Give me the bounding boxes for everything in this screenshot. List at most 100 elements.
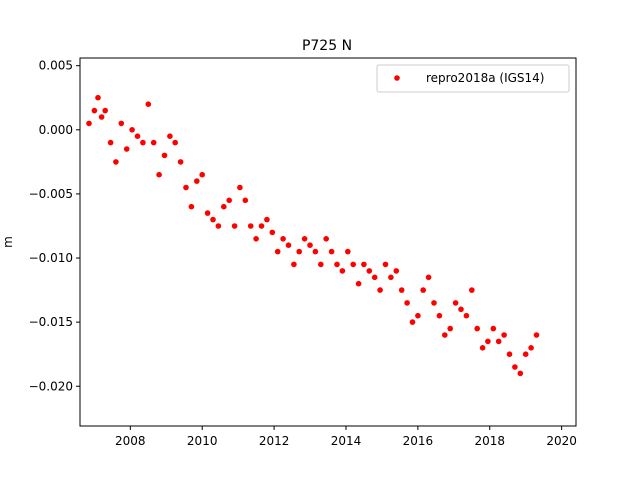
data-point xyxy=(274,248,281,255)
data-point xyxy=(280,236,286,242)
data-point xyxy=(442,332,448,338)
data-point xyxy=(145,101,152,107)
plot-frame xyxy=(79,57,577,427)
data-point xyxy=(469,287,475,293)
data-point xyxy=(361,261,367,268)
data-point xyxy=(415,312,421,319)
data-point xyxy=(334,261,340,268)
legend: repro2018a (IGS14) xyxy=(376,64,570,93)
data-point xyxy=(150,139,157,146)
data-point xyxy=(339,268,346,274)
data-point xyxy=(501,332,507,338)
data-point xyxy=(95,94,101,101)
data-point xyxy=(393,268,400,274)
data-point xyxy=(420,287,427,293)
data-point xyxy=(318,261,324,268)
chart-title: P725 N xyxy=(302,38,352,54)
data-point xyxy=(512,364,518,370)
data-point xyxy=(107,139,114,146)
data-point xyxy=(323,236,330,242)
data-point xyxy=(345,248,351,255)
data-point xyxy=(533,332,540,338)
data-point xyxy=(458,306,464,313)
data-point xyxy=(194,178,200,184)
x-tick-label: 2008 xyxy=(115,434,146,448)
y-tick-label: 0.005 xyxy=(39,59,73,73)
legend-box xyxy=(376,64,570,93)
data-point xyxy=(350,261,357,268)
data-point xyxy=(366,268,373,274)
data-point xyxy=(264,216,270,223)
legend-marker xyxy=(394,75,400,81)
data-point xyxy=(431,300,437,306)
data-point xyxy=(167,133,173,139)
data-point xyxy=(258,223,265,229)
data-point xyxy=(188,203,195,210)
x-tick-label: 2010 xyxy=(187,434,218,448)
data-point xyxy=(474,325,481,332)
data-point xyxy=(382,261,389,268)
data-point xyxy=(328,248,335,255)
data-point xyxy=(269,229,276,236)
data-point xyxy=(485,338,491,345)
data-point xyxy=(404,300,410,306)
data-point xyxy=(183,184,189,191)
data-point xyxy=(495,338,502,345)
data-point xyxy=(91,107,98,114)
data-points xyxy=(86,94,540,377)
data-point xyxy=(226,197,232,204)
data-point xyxy=(237,184,243,191)
data-point xyxy=(98,114,105,120)
data-point xyxy=(517,370,524,377)
data-point xyxy=(242,197,249,204)
x-tick-label: 2020 xyxy=(546,434,577,448)
data-point xyxy=(398,287,405,293)
x-tick-label: 2018 xyxy=(474,434,505,448)
y-tick-label: −0.005 xyxy=(29,187,73,201)
data-point xyxy=(215,223,222,229)
data-point xyxy=(231,223,238,229)
x-tick-label: 2014 xyxy=(331,434,362,448)
data-point xyxy=(490,325,497,332)
data-point xyxy=(506,351,513,358)
data-point xyxy=(371,274,378,281)
data-point xyxy=(291,261,297,268)
data-point xyxy=(296,248,303,255)
x-tick-label: 2012 xyxy=(259,434,290,448)
y-tick-label: −0.015 xyxy=(29,315,73,329)
data-point xyxy=(199,171,205,178)
data-point xyxy=(86,120,92,127)
y-tick-label: −0.010 xyxy=(29,251,73,265)
data-point xyxy=(161,152,168,159)
data-point xyxy=(388,274,394,281)
data-point xyxy=(409,319,416,325)
data-point xyxy=(355,280,362,287)
data-point xyxy=(447,325,454,332)
data-point xyxy=(177,159,184,165)
data-point xyxy=(452,300,459,306)
data-point xyxy=(463,312,470,319)
data-point xyxy=(134,133,141,139)
data-point xyxy=(204,210,211,216)
data-point xyxy=(247,223,254,229)
x-axis: 2008 2010 2012 2014 2016 2018 2020 xyxy=(115,426,577,448)
data-point xyxy=(172,139,178,146)
data-point xyxy=(301,236,308,242)
data-point xyxy=(436,312,443,319)
data-point xyxy=(377,287,383,293)
data-point xyxy=(312,248,319,255)
data-point xyxy=(102,107,108,114)
y-axis: 0.005 0.000 −0.005 −0.010 −0.015 −0.020 xyxy=(29,59,80,393)
y-axis-label: m xyxy=(1,236,15,248)
y-tick-label: −0.020 xyxy=(29,379,73,393)
data-point xyxy=(425,274,432,281)
data-point xyxy=(210,216,216,223)
data-point xyxy=(118,120,125,127)
x-tick-label: 2016 xyxy=(403,434,434,448)
data-point xyxy=(285,242,292,248)
data-point xyxy=(123,146,130,152)
data-point xyxy=(129,127,135,133)
data-point xyxy=(253,236,259,242)
data-point xyxy=(522,351,529,358)
